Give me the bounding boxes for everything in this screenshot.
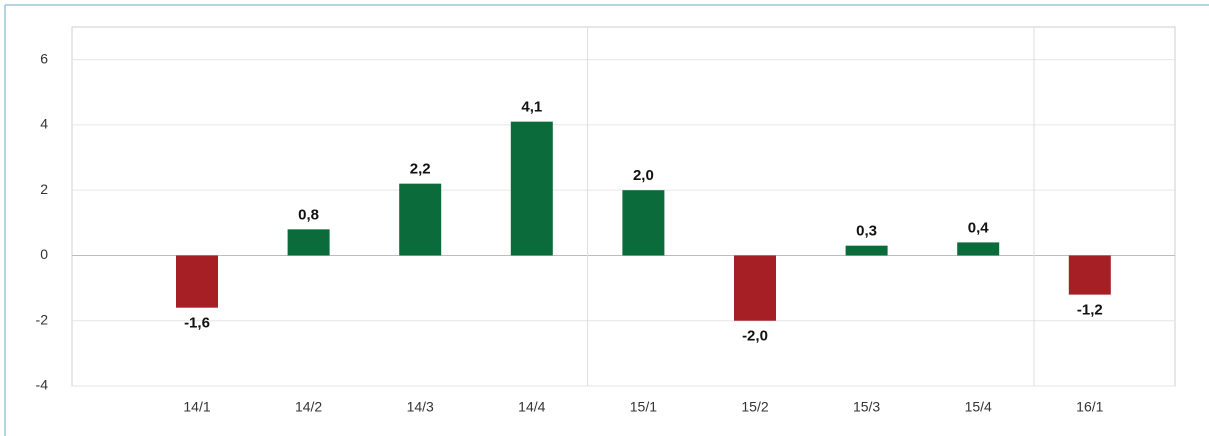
value-label: -1,2: [1077, 302, 1103, 319]
value-label: 0,8: [298, 206, 319, 223]
bar: [957, 242, 1000, 256]
y-tick-label: 6: [40, 50, 48, 66]
x-tick-label: 15/2: [741, 399, 768, 415]
bar: [287, 229, 330, 256]
value-label: -1,6: [184, 315, 210, 332]
x-tick-label: 14/2: [295, 399, 322, 415]
bar: [734, 255, 776, 321]
bar: [176, 255, 218, 308]
y-tick-label: 0: [40, 246, 48, 262]
y-tick-label: -2: [36, 311, 49, 327]
x-tick-label: 15/4: [965, 399, 992, 415]
x-tick-label: 14/4: [518, 399, 545, 415]
bar: [1068, 255, 1111, 295]
value-label: 2,0: [633, 167, 654, 184]
bar: [510, 121, 553, 256]
value-label: -2,0: [742, 328, 768, 345]
bar: [622, 190, 665, 256]
y-tick-label: 2: [40, 181, 48, 197]
x-tick-label: 14/1: [183, 399, 210, 415]
y-tick-label: -4: [36, 377, 49, 393]
bar: [845, 245, 888, 256]
value-label: 2,2: [410, 161, 431, 178]
x-tick-label: 15/3: [853, 399, 880, 415]
y-tick-label: 4: [40, 116, 48, 132]
bar: [399, 183, 442, 256]
x-tick-label: 15/1: [630, 399, 657, 415]
value-label: 0,3: [856, 223, 877, 240]
x-tick-label: 16/1: [1076, 399, 1103, 415]
value-label: 0,4: [968, 219, 990, 236]
x-tick-label: 14/3: [407, 399, 434, 415]
value-label: 4,1: [521, 99, 542, 116]
